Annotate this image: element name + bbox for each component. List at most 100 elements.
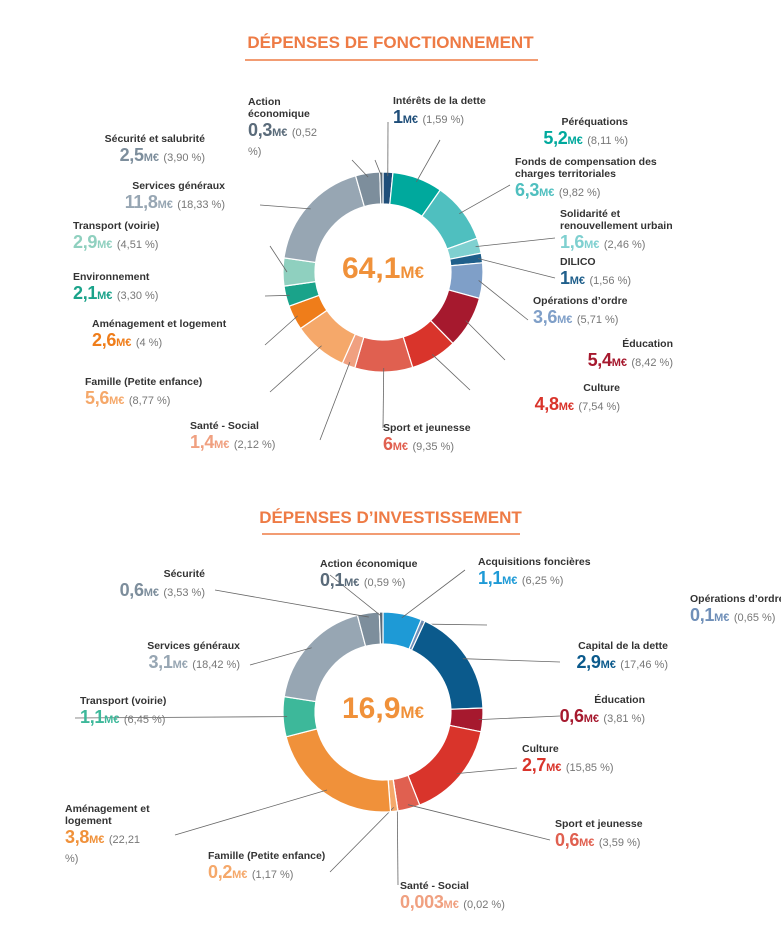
segment-name: Éducation xyxy=(622,338,673,350)
segment-unit: M€ xyxy=(583,713,599,726)
donut-segment xyxy=(407,724,482,806)
segment-value-line: 0,6M€ (3,59 %) xyxy=(555,830,685,851)
segment-value: 1,1 xyxy=(478,568,503,589)
leader-line xyxy=(214,589,369,618)
segment-label: Sport et jeunesse 0,6M€ (3,59 %) xyxy=(555,818,685,851)
segment-label: Environnement 2,1M€ (3,30 %) xyxy=(73,271,213,304)
segment-share: (6,45 %) xyxy=(123,714,166,727)
segment-value: 0,2 xyxy=(208,862,233,883)
segment-unit: M€ xyxy=(104,714,120,727)
segment-name: Transport (voirie) xyxy=(73,220,160,232)
segment-name: Aménagement et logement xyxy=(92,318,227,330)
segment-unit: M€ xyxy=(569,275,585,288)
segment-name: Capital de la dette xyxy=(578,640,668,652)
segment-value-line: 0,6M€ (3,81 %) xyxy=(505,706,645,727)
segment-unit: M€ xyxy=(567,135,583,148)
segment-value-line: 6M€ (9,35 %) xyxy=(383,434,513,455)
segment-name: Sport et jeunesse xyxy=(383,422,471,434)
donut-segment xyxy=(283,614,367,703)
segment-unit: M€ xyxy=(232,869,248,882)
segment-share: (1,56 %) xyxy=(589,275,632,288)
segment-share: (8,77 %) xyxy=(128,395,171,408)
segment-name: Éducation xyxy=(594,694,645,706)
segment-value-line: 2,7M€ (15,85 %) xyxy=(522,755,662,776)
segment-name: Sécurité et salubrité xyxy=(104,133,205,145)
segment-label: Éducation 0,6M€ (3,81 %) xyxy=(505,694,645,727)
segment-name: Culture xyxy=(522,743,559,755)
segment-share: (3,53 %) xyxy=(163,587,205,600)
leader-line xyxy=(264,315,298,346)
segment-value: 0,3 xyxy=(248,120,273,141)
segment-label: Culture 4,8M€ (7,54 %) xyxy=(480,382,620,415)
donut-segment xyxy=(354,336,414,373)
segment-share: (0,59 %) xyxy=(363,577,406,590)
segment-unit: M€ xyxy=(557,314,573,327)
leader-line xyxy=(478,280,529,321)
segment-unit: M€ xyxy=(97,290,113,303)
leader-line xyxy=(462,658,561,663)
segment-label: Services généraux 11,8M€ (18,33 %) xyxy=(65,180,225,213)
total-value: 16,9 xyxy=(341,692,401,725)
segment-name: Opérations d’ordre xyxy=(533,295,628,307)
total-value: 64,1 xyxy=(341,252,401,285)
segment-value-line: 1M€ (1,59 %) xyxy=(393,107,533,128)
segment-unit: M€ xyxy=(714,612,730,625)
segment-unit: M€ xyxy=(443,899,459,912)
segment-label: Fonds de compensation des charges territ… xyxy=(515,156,665,202)
leader-line xyxy=(382,367,385,429)
segment-name: Famille (Petite enfance) xyxy=(85,376,203,388)
segment-value: 2,5 xyxy=(119,145,144,166)
segment-label: Solidarité et renouvellement urbain 1,6M€… xyxy=(560,208,690,254)
segment-share: (3,59 %) xyxy=(598,837,641,850)
segment-share: (3,30 %) xyxy=(116,290,159,303)
segment-share: (3,81 %) xyxy=(603,713,645,726)
segment-name: Santé - Social xyxy=(190,420,259,432)
chart-title: DÉPENSES DE FONCTIONNEMENT xyxy=(247,33,534,52)
leader-line xyxy=(269,245,288,273)
total-unit: M€ xyxy=(400,263,424,282)
segment-unit: M€ xyxy=(558,401,574,414)
segment-share: (0,52 %) xyxy=(248,127,317,158)
segment-value: 1,6 xyxy=(560,232,585,253)
segment-share: (4,51 %) xyxy=(116,239,159,252)
segment-value: 1 xyxy=(393,107,403,128)
segment-value: 1,1 xyxy=(80,707,105,728)
segment-unit: M€ xyxy=(116,337,132,350)
segment-value: 11,8 xyxy=(124,192,158,213)
leader-line xyxy=(374,159,382,177)
segment-value-line: 4,8M€ (7,54 %) xyxy=(480,394,620,415)
segment-value: 2,7 xyxy=(522,755,547,776)
segment-label: Sécurité 0,6M€ (3,53 %) xyxy=(65,568,205,601)
segment-label: Aménagement et logement 2,6M€ (4 %) xyxy=(92,318,262,351)
segment-value-line: 3,1M€ (18,42 %) xyxy=(80,652,240,673)
segment-value: 0,1 xyxy=(320,570,345,591)
segment-unit: M€ xyxy=(97,239,113,252)
leader-line xyxy=(421,623,488,626)
leader-line xyxy=(351,159,369,178)
segment-value-line: 1,1M€ (6,45 %) xyxy=(80,707,220,728)
segment-name: Famille (Petite enfance) xyxy=(208,850,326,862)
segment-value: 5,6 xyxy=(85,388,110,409)
segment-value: 2,9 xyxy=(576,652,601,673)
segment-label: Éducation 5,4M€ (8,42 %) xyxy=(533,338,673,371)
segment-name: Sécurité xyxy=(163,568,205,580)
leader-line xyxy=(74,716,288,719)
segment-value: 6 xyxy=(383,434,393,455)
segment-label: DILICO 1M€ (1,56 %) xyxy=(560,256,660,289)
segment-share: (5,71 %) xyxy=(576,314,619,327)
segment-value-line: 2,5M€ (3,90 %) xyxy=(65,145,205,166)
donut-segment xyxy=(379,171,384,205)
segment-name: Solidarité et renouvellement urbain xyxy=(560,208,673,233)
segment-share: (15,85 %) xyxy=(565,762,614,775)
segment-value-line: 3,8M€ (22,21 %) xyxy=(65,827,150,867)
segment-label: Services généraux 3,1M€ (18,42 %) xyxy=(80,640,240,673)
donut-total: 16,9M€ xyxy=(303,692,463,726)
segment-value-line: 2,6M€ (4 %) xyxy=(92,330,262,351)
segment-value-line: 0,1M€ (0,65 %) xyxy=(690,605,781,626)
segment-label: Sport et jeunesse 6M€ (9,35 %) xyxy=(383,422,513,455)
leader-line xyxy=(264,294,290,297)
segment-name: Transport (voirie) xyxy=(80,695,167,707)
segment-value: 0,1 xyxy=(690,605,715,626)
